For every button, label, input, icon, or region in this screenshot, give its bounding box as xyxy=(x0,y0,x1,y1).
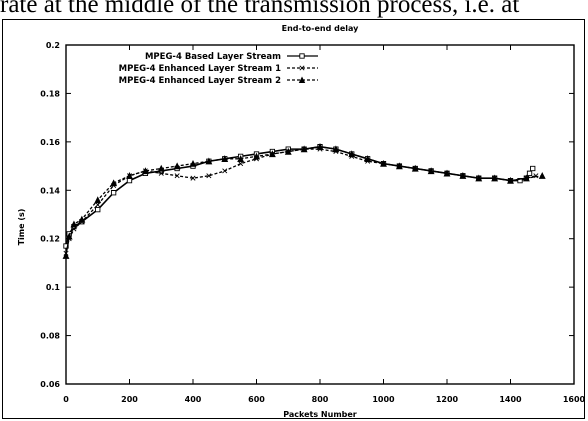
legend-marker xyxy=(299,53,305,59)
x-tick-label: 1000 xyxy=(372,395,395,404)
series-layer xyxy=(62,142,546,259)
data-point xyxy=(110,179,118,187)
data-point xyxy=(71,226,77,232)
data-point xyxy=(316,142,324,150)
data-point xyxy=(427,167,435,175)
data-point xyxy=(95,207,101,213)
y-tick-label: 0.18 xyxy=(40,89,60,98)
data-point xyxy=(364,155,372,162)
legend-entry-label: MPEG-4 Based Layer Stream xyxy=(145,52,281,62)
data-point xyxy=(530,165,536,172)
y-tick-label: 0.2 xyxy=(46,41,60,50)
data-point xyxy=(253,152,260,160)
y-tick-label: 0.06 xyxy=(40,380,60,389)
data-point xyxy=(380,159,387,167)
data-point xyxy=(533,173,539,179)
data-point xyxy=(268,150,276,158)
legend-entry-label: MPEG-4 Enhanced Layer Stream 2 xyxy=(119,76,281,86)
data-point xyxy=(348,150,356,158)
data-point xyxy=(70,220,78,228)
data-point xyxy=(526,170,533,176)
x-tick-label: 1600 xyxy=(563,395,586,404)
x-axis-label: Packets Number xyxy=(283,410,357,419)
data-point xyxy=(174,173,180,179)
y-tick-label: 0.16 xyxy=(40,138,60,147)
plot-area xyxy=(65,44,575,385)
x-tick-label: 800 xyxy=(312,395,329,404)
data-point xyxy=(158,170,164,176)
data-point xyxy=(222,168,228,174)
data-point xyxy=(491,174,499,182)
x-tick-label: 600 xyxy=(248,395,265,404)
data-point xyxy=(141,167,149,175)
data-point xyxy=(395,162,403,170)
document-caption-fragment: rate at the middle of the transmission p… xyxy=(0,0,520,18)
legend-marker xyxy=(298,76,306,83)
x-tick-label: 400 xyxy=(185,395,202,404)
x-tick-label: 0 xyxy=(63,395,69,404)
x-tick-label: 1400 xyxy=(499,395,522,404)
legend-entry-label: MPEG-4 Enhanced Layer Stream 1 xyxy=(119,64,281,74)
data-point xyxy=(332,145,340,153)
data-point xyxy=(300,145,308,153)
data-point xyxy=(538,172,546,179)
y-tick-label: 0.08 xyxy=(40,332,60,341)
data-point xyxy=(411,164,419,172)
y-tick-label: 0.12 xyxy=(40,235,60,244)
data-point xyxy=(205,157,213,165)
y-axis-label: Time (s) xyxy=(17,209,26,246)
y-tick-label: 0.14 xyxy=(40,186,60,195)
data-point xyxy=(284,147,292,155)
data-point xyxy=(173,162,181,170)
data-point xyxy=(126,177,133,184)
data-point xyxy=(78,215,86,223)
data-point xyxy=(237,155,245,162)
data-point xyxy=(475,174,483,182)
legend-marker xyxy=(299,65,305,71)
data-point xyxy=(65,232,73,240)
x-tick-label: 1200 xyxy=(436,395,459,404)
data-point xyxy=(190,175,196,181)
x-tick-label: 200 xyxy=(121,395,138,404)
data-point xyxy=(189,159,197,167)
ticks-layer: 0 200 400 600 800 1000 1200 1400 1600 0.06 0.08 0.1… xyxy=(40,41,585,404)
chart-title: End-to-end delay xyxy=(282,24,360,33)
data-point xyxy=(459,172,467,179)
data-point xyxy=(507,176,514,184)
data-point xyxy=(95,202,101,208)
data-point xyxy=(62,251,70,259)
data-point xyxy=(522,174,530,182)
y-tick-label: 0.1 xyxy=(46,283,61,292)
legend-layer: MPEG-4 Based Layer Stream MPEG-4 Enhanced… xyxy=(119,52,318,86)
data-point xyxy=(94,196,102,204)
series-line xyxy=(65,146,543,256)
data-point xyxy=(157,164,165,172)
data-point xyxy=(126,172,133,179)
data-point xyxy=(206,173,212,179)
data-point xyxy=(221,155,229,162)
data-point xyxy=(110,190,117,196)
data-point xyxy=(238,161,244,167)
data-point xyxy=(443,169,451,177)
